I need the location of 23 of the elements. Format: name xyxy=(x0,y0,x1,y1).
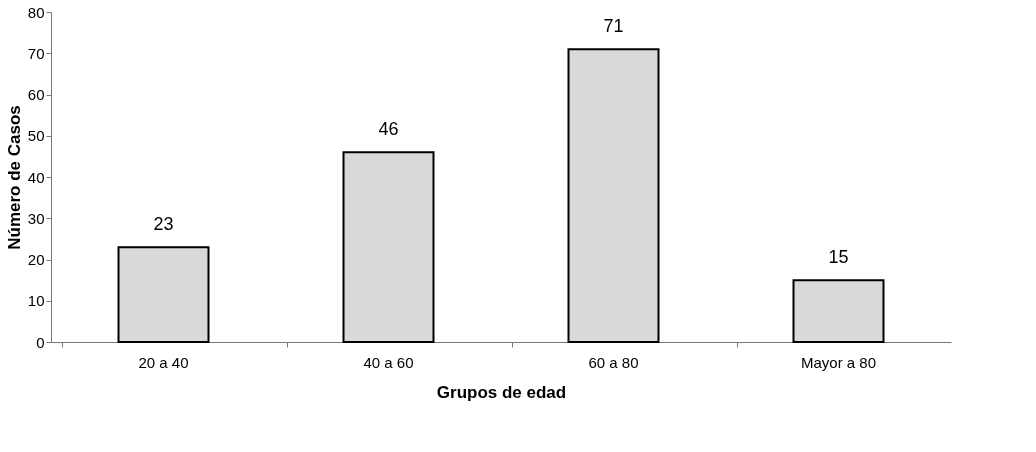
y-tick-label: 60 xyxy=(27,86,45,103)
y-tick-label: 50 xyxy=(27,127,45,145)
y-tick-label: 80 xyxy=(27,3,45,21)
y-tick-label: 30 xyxy=(27,209,45,227)
y-tick-label: 20 xyxy=(27,251,45,268)
bar xyxy=(342,151,435,343)
data-label: 46 xyxy=(378,119,399,140)
bar xyxy=(117,246,210,343)
bar xyxy=(567,48,660,343)
y-tick-label: 40 xyxy=(27,168,45,186)
y-tick-label: 10 xyxy=(27,292,45,310)
data-label: 71 xyxy=(603,16,624,37)
y-tick-label: 70 xyxy=(27,44,45,62)
data-label: 15 xyxy=(828,247,849,268)
y-tick-label: 0 xyxy=(36,333,45,351)
x-axis-title: Grupos de edad xyxy=(436,382,567,402)
x-tick-label: 40 a 60 xyxy=(363,353,414,371)
y-axis-title: Número de Casos xyxy=(4,105,24,250)
x-tick-label: 60 a 80 xyxy=(588,353,639,371)
bar xyxy=(792,279,885,343)
x-tick-label: 20 a 40 xyxy=(138,353,189,371)
data-label: 23 xyxy=(153,214,174,235)
x-tick-label: Mayor a 80 xyxy=(800,353,877,371)
